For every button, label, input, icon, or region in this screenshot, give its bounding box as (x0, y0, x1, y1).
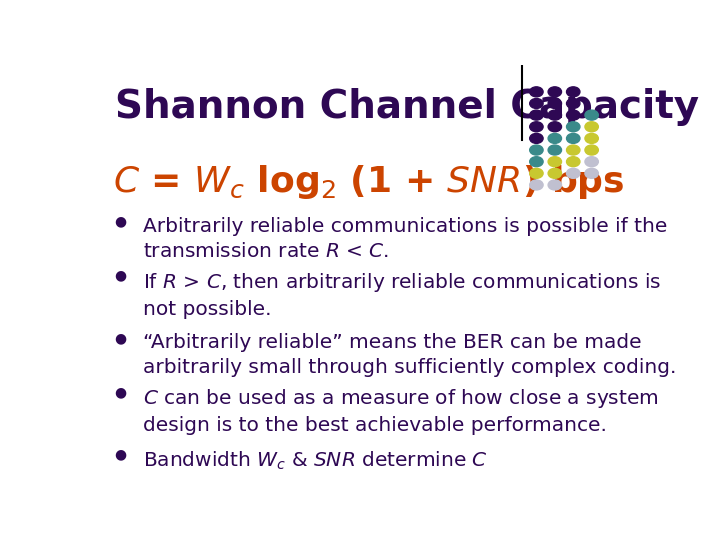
Text: ●: ● (114, 214, 127, 228)
Circle shape (548, 133, 562, 144)
Circle shape (567, 122, 580, 132)
Text: ●: ● (114, 331, 127, 345)
Circle shape (567, 133, 580, 144)
Text: If $\it{R}$ > $\it{C}$, then arbitrarily reliable communications is
not possible: If $\it{R}$ > $\it{C}$, then arbitrarily… (143, 271, 661, 319)
Circle shape (567, 98, 580, 109)
Circle shape (548, 98, 562, 109)
Circle shape (530, 133, 543, 144)
Circle shape (530, 180, 543, 190)
Circle shape (530, 98, 543, 109)
Circle shape (548, 145, 562, 155)
Circle shape (548, 180, 562, 190)
Text: Arbitrarily reliable communications is possible if the
transmission rate $\it{R}: Arbitrarily reliable communications is p… (143, 217, 667, 261)
Circle shape (585, 168, 598, 178)
Circle shape (567, 87, 580, 97)
Text: Bandwidth $\it{W_c}$ & $\it{SNR}$ determine $\it{C}$: Bandwidth $\it{W_c}$ & $\it{SNR}$ determ… (143, 449, 488, 472)
Circle shape (585, 122, 598, 132)
Circle shape (585, 157, 598, 167)
Text: $\it{C}$ = $\it{W_c}$ log$_2$ (1 + $\it{SNR}$) bps: $\it{C}$ = $\it{W_c}$ log$_2$ (1 + $\it{… (113, 163, 625, 200)
Circle shape (530, 145, 543, 155)
Circle shape (548, 110, 562, 120)
Circle shape (548, 168, 562, 178)
Circle shape (530, 110, 543, 120)
Circle shape (530, 168, 543, 178)
Circle shape (530, 157, 543, 167)
Text: ●: ● (114, 268, 127, 282)
Circle shape (585, 145, 598, 155)
Circle shape (548, 157, 562, 167)
Text: “Arbitrarily reliable” means the BER can be made
arbitrarily small through suffi: “Arbitrarily reliable” means the BER can… (143, 333, 676, 377)
Circle shape (530, 87, 543, 97)
Circle shape (548, 87, 562, 97)
Text: ●: ● (114, 447, 127, 461)
Circle shape (585, 110, 598, 120)
Circle shape (567, 145, 580, 155)
Circle shape (548, 122, 562, 132)
Circle shape (567, 157, 580, 167)
Circle shape (585, 133, 598, 144)
Circle shape (567, 110, 580, 120)
Text: Shannon Channel Capacity: Shannon Channel Capacity (115, 87, 699, 126)
Circle shape (530, 122, 543, 132)
Circle shape (567, 168, 580, 178)
Text: $\it{C}$ can be used as a measure of how close a system
design is to the best ac: $\it{C}$ can be used as a measure of how… (143, 387, 659, 435)
Text: ●: ● (114, 385, 127, 399)
